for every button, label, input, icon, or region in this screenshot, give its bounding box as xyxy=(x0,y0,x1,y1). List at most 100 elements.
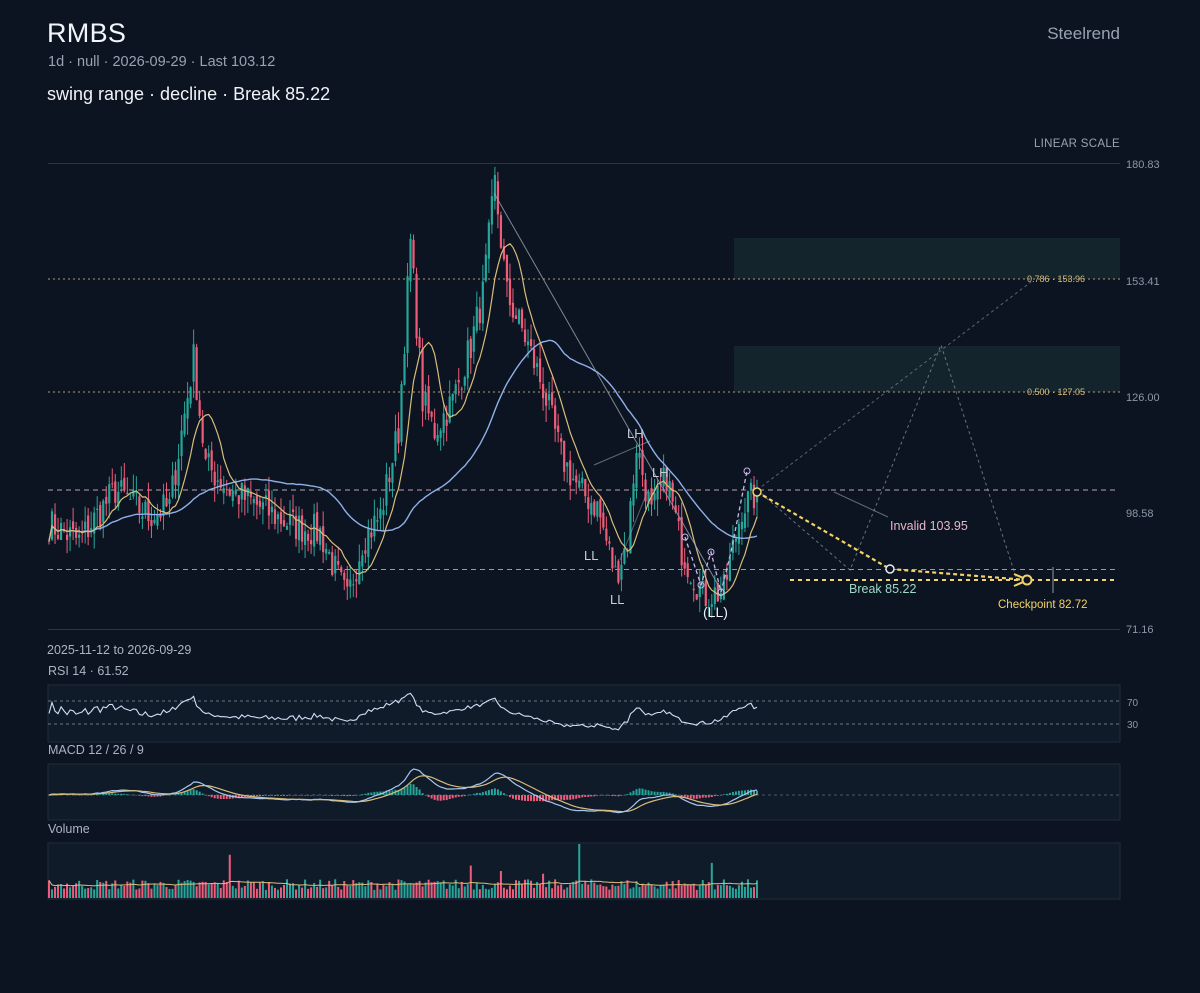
candle-body xyxy=(647,491,650,505)
volume-bar xyxy=(310,887,313,898)
candle-body xyxy=(671,482,674,502)
macd-histogram-bar xyxy=(99,794,102,796)
volume-bar xyxy=(439,882,442,898)
macd-histogram-bar xyxy=(602,795,605,796)
macd-histogram-bar xyxy=(108,793,111,795)
candle-body xyxy=(195,347,198,400)
macd-histogram-bar xyxy=(373,791,376,795)
macd-histogram-bar xyxy=(626,794,629,795)
candle-body xyxy=(403,353,406,385)
candle-body xyxy=(484,254,487,281)
candle-body xyxy=(310,540,313,545)
candle-body xyxy=(132,489,135,497)
fib-500-label: 0.500 · 127.05 xyxy=(1027,387,1085,397)
candle-body xyxy=(189,387,192,404)
volume-bar xyxy=(695,889,698,898)
volume-bar xyxy=(524,879,527,898)
volume-bar xyxy=(222,880,225,898)
macd-histogram-bar xyxy=(69,794,72,796)
macd-histogram-bar xyxy=(692,795,695,799)
macd-histogram-bar xyxy=(740,790,743,795)
macd-histogram-bar xyxy=(527,795,530,802)
volume-bar xyxy=(698,885,701,898)
volume-bar xyxy=(72,885,75,898)
macd-histogram-bar xyxy=(276,795,279,796)
candle-body xyxy=(427,386,430,414)
macd-histogram-bar xyxy=(286,795,289,796)
volume-bar xyxy=(87,888,90,898)
macd-histogram-bar xyxy=(367,792,370,795)
candle-body xyxy=(294,515,298,539)
volume-bar xyxy=(716,884,719,898)
candle-body xyxy=(222,488,225,494)
volume-bars xyxy=(48,844,758,898)
macd-histogram-bar xyxy=(66,794,69,796)
volume-bar xyxy=(713,889,716,898)
volume-bar xyxy=(635,881,638,898)
candle-body xyxy=(204,448,207,459)
candle-body xyxy=(532,348,536,369)
macd-histogram-bar xyxy=(756,790,758,795)
volume-bar xyxy=(451,885,454,898)
candle-body xyxy=(551,392,554,406)
candle-body xyxy=(243,485,246,500)
macd-histogram-bar xyxy=(557,795,560,800)
candle-body xyxy=(56,534,60,539)
volume-bar xyxy=(521,884,524,898)
macd-histogram-bar xyxy=(282,795,285,796)
macd-histogram-bar xyxy=(406,785,409,795)
candle-body xyxy=(481,281,484,324)
candle-body xyxy=(105,496,108,504)
volume-bar xyxy=(734,888,737,898)
macd-histogram-bar xyxy=(123,793,126,795)
volume-bar xyxy=(710,862,713,898)
candle-body xyxy=(566,462,569,467)
candle-body xyxy=(415,273,418,339)
candle-body xyxy=(358,561,361,585)
volume-bar xyxy=(442,880,445,898)
macd-histogram-bar xyxy=(343,795,346,796)
volume-bar xyxy=(502,887,505,898)
candle-body xyxy=(454,384,457,395)
candle-body xyxy=(728,557,731,581)
volume-bar xyxy=(668,888,671,898)
candle-body xyxy=(96,508,99,510)
volume-bar xyxy=(490,887,493,898)
volume-bar xyxy=(57,884,60,898)
candle-body xyxy=(436,434,439,442)
candle-body xyxy=(545,392,548,406)
macd-histogram-bar xyxy=(144,795,147,797)
volume-bar xyxy=(237,880,240,898)
macd-histogram-bar xyxy=(752,790,755,795)
volume-bar xyxy=(614,886,617,898)
candle-body xyxy=(629,501,632,554)
volume-bar xyxy=(141,880,144,898)
pattern-point xyxy=(717,588,725,596)
volume-bar xyxy=(54,887,57,898)
volume-bar xyxy=(719,885,722,898)
macd-histogram-bar xyxy=(240,795,243,798)
candle-body xyxy=(397,428,400,444)
volume-bar xyxy=(683,883,686,898)
volume-bar xyxy=(545,887,548,898)
macd-histogram-bar xyxy=(590,795,593,797)
candle-body xyxy=(267,490,271,516)
candle-body xyxy=(698,585,701,598)
volume-bar xyxy=(84,888,87,898)
volume-bar xyxy=(138,888,141,898)
candle-body xyxy=(68,527,72,537)
macd-histogram-bar xyxy=(442,795,445,801)
ticker-symbol: RMBS xyxy=(47,18,127,48)
candle-body xyxy=(704,580,707,606)
volume-bar xyxy=(460,881,463,898)
macd-histogram-bar xyxy=(252,795,255,797)
volume-bar xyxy=(560,884,563,898)
candle-body xyxy=(493,175,496,201)
candle-body xyxy=(451,393,454,401)
scale-label[interactable]: LINEAR SCALE xyxy=(1033,138,1120,150)
macd-histogram-bar xyxy=(451,795,454,799)
volume-bar xyxy=(674,888,677,898)
volume-bar xyxy=(650,884,653,898)
invalid-callout-line xyxy=(833,491,889,518)
